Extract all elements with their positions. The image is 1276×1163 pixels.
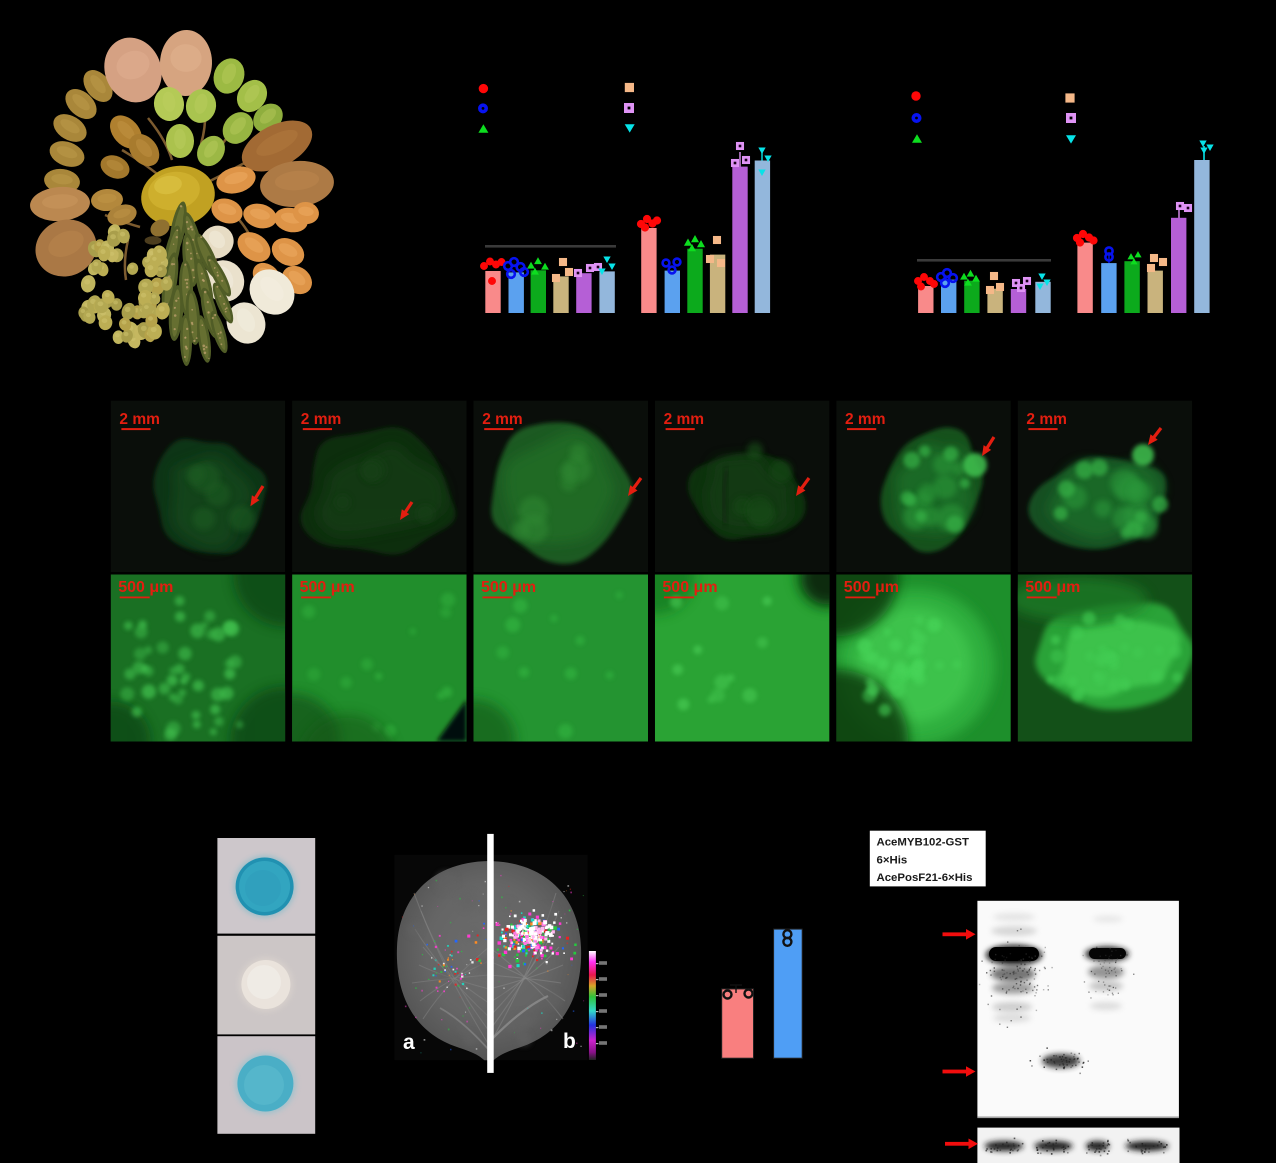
svg-text:500 μm: 500 μm: [662, 579, 717, 596]
svg-text:a: a: [403, 1031, 415, 1054]
svg-text:500 μm: 500 μm: [118, 579, 173, 596]
svg-text:6×His: 6×His: [877, 855, 908, 867]
svg-text:2 mm: 2 mm: [664, 411, 705, 428]
svg-text:2 mm: 2 mm: [301, 411, 342, 428]
svg-text:2 mm: 2 mm: [845, 411, 886, 428]
svg-text:500 μm: 500 μm: [481, 579, 536, 596]
svg-text:500 μm: 500 μm: [300, 579, 355, 596]
svg-text:AcePosF21-6×His: AcePosF21-6×His: [877, 872, 973, 884]
svg-text:b: b: [563, 1030, 576, 1053]
svg-text:500 μm: 500 μm: [844, 579, 899, 596]
svg-text:2 mm: 2 mm: [119, 411, 159, 428]
svg-text:AceMYB102-GST: AceMYB102-GST: [877, 837, 969, 849]
svg-text:2 mm: 2 mm: [482, 411, 523, 428]
svg-text:500 μm: 500 μm: [1025, 579, 1080, 596]
svg-text:2 mm: 2 mm: [1026, 411, 1067, 428]
